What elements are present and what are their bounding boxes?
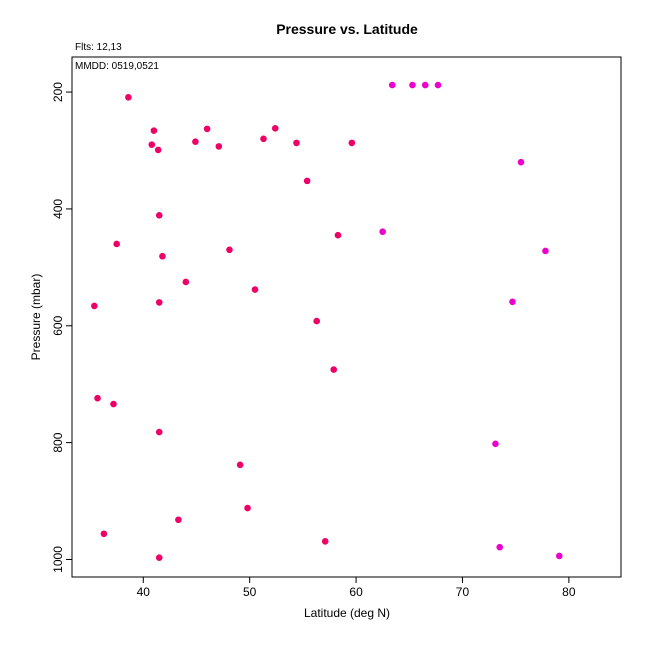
data-point-red	[293, 139, 300, 147]
data-point-red	[154, 146, 162, 154]
data-point-magenta	[496, 543, 504, 551]
points-layer	[91, 81, 563, 562]
data-point-magenta	[388, 81, 396, 89]
data-point-magenta	[434, 81, 442, 89]
data-point-red	[155, 299, 163, 306]
data-point-magenta	[409, 81, 416, 89]
date-note: MMDD: 0519,0521	[75, 61, 159, 72]
data-point-magenta	[379, 228, 386, 235]
data-point-red	[94, 394, 101, 402]
data-point-red	[244, 504, 251, 512]
data-point-red	[334, 231, 342, 239]
data-point-red	[348, 139, 356, 147]
x-tick-label: 80	[562, 585, 576, 599]
data-point-red	[125, 94, 132, 101]
data-point-red	[251, 286, 259, 293]
data-point-red	[226, 246, 233, 254]
data-point-red	[150, 127, 158, 134]
data-point-red	[303, 177, 311, 185]
data-point-red	[203, 125, 211, 133]
data-point-red	[175, 516, 182, 524]
data-point-magenta	[517, 158, 525, 166]
x-tick-label: 40	[137, 585, 151, 599]
data-point-magenta	[542, 247, 549, 255]
data-point-magenta	[555, 552, 563, 560]
data-point-red	[91, 302, 98, 310]
data-point-red	[215, 143, 223, 150]
y-tick-label: 1000	[51, 546, 65, 573]
chart-title: Pressure vs. Latitude	[276, 21, 418, 37]
data-point-red	[271, 124, 279, 132]
data-point-red	[182, 278, 190, 286]
x-tick-label: 60	[349, 585, 363, 599]
data-point-red	[313, 317, 321, 325]
data-point-red	[260, 135, 267, 143]
data-point-red	[155, 428, 163, 436]
y-tick-label: 800	[51, 432, 65, 452]
y-tick-label: 400	[51, 199, 65, 219]
y-tick-label: 600	[51, 315, 65, 335]
y-tick-label: 200	[51, 82, 65, 102]
data-point-red	[159, 252, 166, 260]
flights-note: Flts: 12,13	[75, 42, 122, 53]
ticks-layer: 40 50 60 70 80 200 400 600 800 1000	[51, 82, 576, 599]
plot-frame	[71, 56, 622, 578]
data-point-red	[192, 138, 199, 146]
data-point-red	[155, 554, 163, 562]
data-point-red	[321, 538, 329, 545]
y-axis-title: Pressure (mbar)	[29, 274, 43, 361]
data-point-red	[113, 240, 120, 248]
data-point-red	[148, 141, 156, 148]
x-tick-label: 50	[243, 585, 257, 599]
data-point-red	[330, 366, 338, 373]
data-point-magenta	[492, 440, 499, 448]
x-tick-label: 70	[456, 585, 470, 599]
data-point-red	[100, 530, 108, 538]
data-point-magenta	[421, 81, 429, 89]
axes-layer	[71, 56, 622, 578]
data-point-magenta	[509, 298, 516, 306]
data-point-red	[236, 461, 244, 469]
data-point-red	[110, 400, 117, 408]
x-axis-title: Latitude (deg N)	[304, 606, 390, 620]
data-point-red	[155, 212, 163, 219]
